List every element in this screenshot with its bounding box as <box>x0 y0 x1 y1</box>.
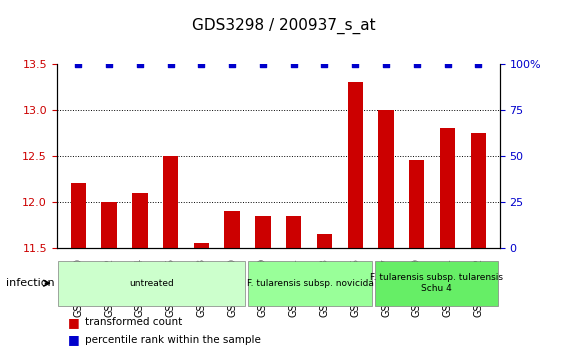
Text: untreated: untreated <box>130 279 174 288</box>
Point <box>320 61 329 67</box>
Bar <box>409 160 424 248</box>
Point <box>197 61 206 67</box>
Point <box>289 61 298 67</box>
Point <box>105 61 114 67</box>
Text: ■: ■ <box>68 333 80 346</box>
Bar <box>440 128 455 248</box>
Bar <box>224 211 240 248</box>
Bar <box>132 193 148 248</box>
FancyBboxPatch shape <box>375 261 498 306</box>
Point <box>474 61 483 67</box>
Text: F. tularensis subsp. novicida: F. tularensis subsp. novicida <box>247 279 373 288</box>
Text: percentile rank within the sample: percentile rank within the sample <box>85 335 261 345</box>
FancyBboxPatch shape <box>248 261 371 306</box>
Text: infection: infection <box>6 278 55 288</box>
Point <box>412 61 421 67</box>
Bar <box>163 156 178 248</box>
Bar <box>194 243 209 248</box>
Bar <box>102 202 117 248</box>
Bar <box>471 133 486 248</box>
Text: F. tularensis subsp. tularensis
Schu 4: F. tularensis subsp. tularensis Schu 4 <box>370 274 503 293</box>
Point <box>166 61 175 67</box>
Bar <box>378 110 394 248</box>
Point <box>74 61 83 67</box>
Bar <box>255 216 270 248</box>
Bar <box>286 216 302 248</box>
Text: transformed count: transformed count <box>85 317 182 327</box>
Point <box>443 61 452 67</box>
Point <box>350 61 360 67</box>
Point <box>382 61 391 67</box>
Bar <box>70 183 86 248</box>
Bar <box>348 82 363 248</box>
Point <box>258 61 268 67</box>
Text: GDS3298 / 200937_s_at: GDS3298 / 200937_s_at <box>192 18 376 34</box>
Point <box>135 61 144 67</box>
Text: ■: ■ <box>68 316 80 329</box>
Point <box>228 61 237 67</box>
Bar <box>317 234 332 248</box>
FancyBboxPatch shape <box>59 261 245 306</box>
